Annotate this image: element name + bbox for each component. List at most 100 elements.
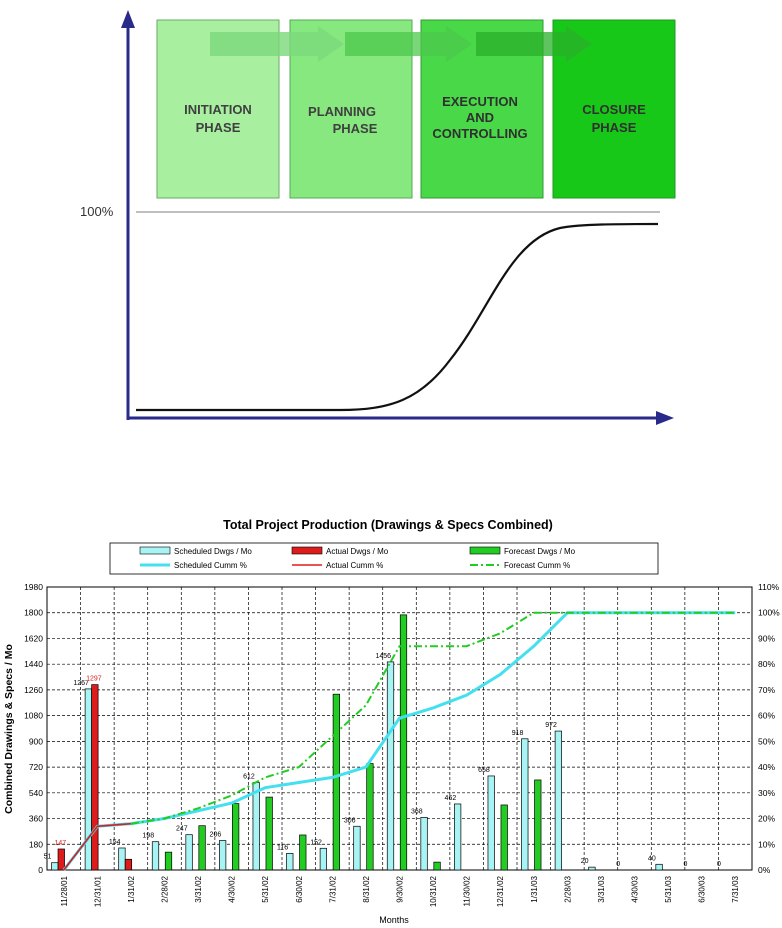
y-axis-label: Combined Drawings & Specs / Mo	[3, 644, 15, 814]
phase-label-line1: CLOSURE	[582, 102, 646, 117]
y-tick-label: 720	[29, 762, 43, 772]
x-axis-arrow-icon	[656, 411, 674, 425]
x-tick-label: 3/31/02	[194, 875, 203, 902]
phase-label-line3: CONTROLLING	[432, 126, 527, 141]
bar-forecast-dwgs-mo	[534, 779, 542, 871]
bar-data-label: 20	[581, 858, 589, 865]
phase-label-line2: PHASE	[196, 120, 241, 135]
y2-tick-label: 30%	[758, 788, 775, 798]
bar-data-label: 206	[210, 832, 222, 839]
legend-swatch	[291, 546, 323, 555]
x-tick-label: 8/31/02	[362, 875, 371, 902]
y2-tick-label: 40%	[758, 762, 775, 772]
bar-forecast-dwgs-mo	[366, 763, 374, 871]
phase-label-line2: AND	[466, 110, 494, 125]
bar-forecast-dwgs-mo	[265, 796, 273, 871]
y2-tick-label: 60%	[758, 711, 775, 721]
y-tick-label: 900	[29, 736, 43, 746]
bar-forecast-dwgs-mo	[299, 834, 307, 871]
x-tick-label: 10/31/02	[429, 875, 438, 907]
legend-label: Forecast Cumm %	[504, 561, 570, 570]
legend-label: Actual Dwgs / Mo	[326, 547, 389, 556]
x-tick-label: 3/31/03	[597, 875, 606, 902]
phase-label-line1: PLANNING	[308, 104, 376, 119]
y-tick-label: 1980	[24, 582, 43, 592]
line-scheduled-cumm-	[62, 611, 736, 871]
phase-transition-arrow	[210, 26, 344, 62]
y-tick-label: 360	[29, 814, 43, 824]
bar-data-label: 368	[411, 808, 423, 815]
x-tick-label: 11/28/01	[60, 875, 69, 906]
bar-data-label: 154	[109, 839, 121, 846]
x-tick-label: 5/31/03	[664, 875, 673, 902]
legend-swatch	[469, 546, 501, 555]
level-100-label: 100%	[80, 204, 114, 219]
bar-actual-dwgs-mo	[91, 684, 99, 871]
x-tick-label: 12/31/02	[496, 875, 505, 907]
x-axis-label: Months	[379, 915, 409, 925]
phase-label-line1: INITIATION	[184, 102, 252, 117]
x-tick-label: 2/28/02	[161, 875, 170, 902]
y-tick-label: 180	[29, 839, 43, 849]
bar-data-label: 0	[616, 861, 620, 868]
bar-data-label: 1297	[86, 676, 102, 683]
bar-data-label: 116	[277, 844, 288, 851]
bar-scheduled-dwgs-mo	[151, 841, 160, 871]
legend-label: Actual Cumm %	[326, 561, 383, 570]
x-tick-label: 4/30/02	[228, 875, 237, 902]
x-tick-label: 11/30/02	[463, 875, 472, 906]
bar-actual-dwgs-mo	[57, 848, 65, 871]
bar-forecast-dwgs-mo	[433, 861, 441, 871]
bar-scheduled-dwgs-mo	[521, 738, 529, 871]
bar-data-label: 152	[310, 839, 322, 846]
phase-transition-arrow	[476, 26, 592, 62]
y2-tick-label: 100%	[758, 608, 780, 618]
x-tick-label: 12/31/01	[93, 875, 102, 907]
y-tick-label: 0	[38, 865, 43, 875]
y2-tick-label: 90%	[758, 633, 775, 643]
y-tick-label: 1620	[24, 633, 43, 643]
x-tick-label: 6/30/02	[295, 875, 304, 902]
bar-data-label: 306	[344, 817, 356, 824]
bar-actual-dwgs-mo	[124, 858, 133, 871]
bar-forecast-dwgs-mo	[332, 693, 340, 871]
y-tick-label: 540	[29, 788, 43, 798]
bar-scheduled-dwgs-mo	[252, 782, 260, 871]
phase-label-line2: PHASE	[333, 121, 378, 136]
y-tick-label: 1260	[24, 685, 43, 695]
bar-data-label: 40	[648, 855, 656, 862]
phase-label-line2: PHASE	[592, 120, 637, 135]
s-curve	[136, 222, 659, 412]
bar-data-label: 147	[54, 840, 66, 847]
y-tick-label: 1080	[24, 711, 43, 721]
bar-data-label: 1456	[375, 653, 391, 660]
bar-forecast-dwgs-mo	[164, 851, 173, 871]
bar-forecast-dwgs-mo	[500, 804, 508, 871]
phase-label-line1: EXECUTION	[442, 94, 518, 109]
x-tick-label: 7/31/02	[328, 875, 337, 902]
bar-scheduled-dwgs-mo	[454, 803, 462, 871]
bar-forecast-dwgs-mo	[399, 614, 408, 871]
chart-legend: Scheduled Dwgs / Mo Actual Dwgs / Mo Forec…	[109, 542, 659, 575]
bar-scheduled-dwgs-mo	[319, 847, 327, 871]
x-tick-label: 1/31/03	[530, 875, 539, 902]
production-chart: Total Project Production (Drawings & Spe…	[3, 518, 780, 925]
y-tick-label: 1440	[24, 659, 43, 669]
bar-scheduled-dwgs-mo	[219, 840, 227, 871]
x-tick-label: 1/31/02	[127, 875, 136, 902]
bar-scheduled-dwgs-mo	[353, 825, 361, 871]
bar-forecast-dwgs-mo	[232, 803, 240, 871]
bar-scheduled-dwgs-mo	[554, 730, 562, 871]
y2-tick-label: 70%	[758, 685, 775, 695]
y2-tick-label: 10%	[758, 839, 775, 849]
bar-forecast-dwgs-mo	[198, 825, 206, 871]
y-tick-label: 1800	[24, 608, 43, 618]
x-tick-label: 5/31/02	[261, 875, 270, 902]
bar-scheduled-dwgs-mo	[51, 862, 59, 871]
y2-tick-label: 110%	[758, 582, 780, 592]
chart-title: Total Project Production (Drawings & Spe…	[223, 518, 553, 532]
bar-data-label: 0	[717, 861, 721, 868]
bar-data-label: 658	[478, 767, 490, 774]
bar-scheduled-dwgs-mo	[185, 834, 193, 871]
project-phase-diagram: INITIATION PHASE PLANNING PHASE EXECUTIO…	[80, 10, 676, 425]
